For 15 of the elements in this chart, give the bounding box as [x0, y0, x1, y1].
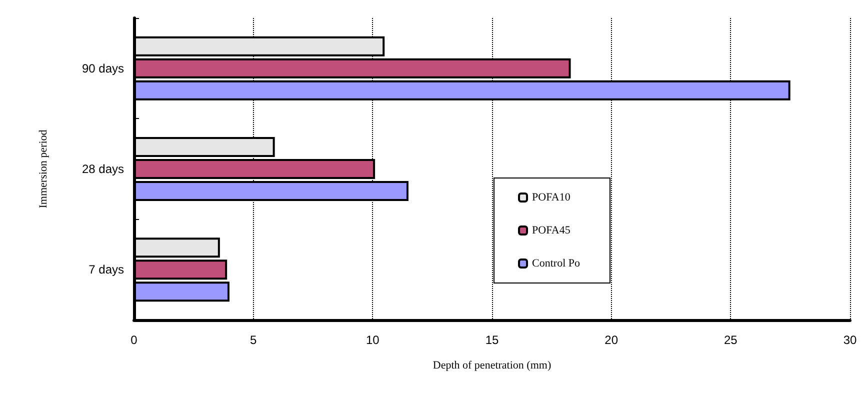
x-tick-label: 5: [250, 333, 257, 347]
x-tick-label: 25: [724, 333, 738, 347]
y-tick-label: 7 days: [88, 262, 124, 277]
x-tick-label: 20: [604, 333, 618, 347]
x-tick-label: 0: [130, 333, 138, 347]
legend-label: POFA45: [532, 224, 571, 236]
x-tick-label: 30: [843, 333, 857, 347]
y-tick-label: 90 days: [82, 61, 124, 76]
y-tick-label: 28 days: [82, 162, 124, 176]
x-axis-title: Depth of penetration (mm): [432, 360, 552, 372]
x-tick-label: 10: [366, 333, 380, 347]
y-axis-title: Immersion period: [38, 129, 50, 208]
x-tick-label: 15: [485, 333, 499, 347]
legend-label: POFA10: [532, 192, 571, 204]
legend-label: Control Po: [532, 258, 580, 270]
